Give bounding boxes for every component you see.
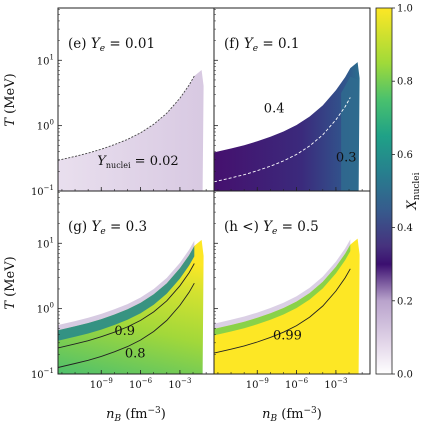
panel-1-region bbox=[214, 62, 360, 191]
y-tick-label: 100 bbox=[37, 119, 54, 133]
colorbar-label: Xnuclei bbox=[405, 172, 422, 210]
colorbar-tick-label: 1.0 bbox=[397, 4, 413, 15]
panel-1-label: (f) Ye = 0.1 bbox=[224, 36, 299, 54]
panel-1-contour-1 bbox=[214, 97, 351, 183]
panel-3-label: (h <) Ye = 0.5 bbox=[224, 219, 319, 237]
y-tick-label: 100 bbox=[37, 302, 54, 316]
panel-3-frame bbox=[213, 190, 371, 375]
y-axis-label-top: T (MeV) bbox=[3, 73, 18, 126]
y-tick-label: 10−1 bbox=[31, 184, 54, 198]
x-tick-label: 10−6 bbox=[129, 377, 153, 391]
x-tick-label: 10−3 bbox=[168, 377, 191, 391]
panel-3: 0.99 bbox=[214, 238, 360, 374]
panel-2: 0.9 0.8 bbox=[58, 239, 204, 374]
colorbar-label-sub: nuclei bbox=[412, 172, 422, 200]
x-tick-label: 10−6 bbox=[285, 377, 309, 391]
panel-1: 0.4 0.3 bbox=[214, 62, 360, 191]
colorbar-tick-label: 0.0 bbox=[397, 370, 413, 381]
y-tick-label: 101 bbox=[37, 236, 54, 250]
panel-3-contour-label-0: 0.99 bbox=[273, 328, 302, 343]
panel-0-label: (e) Ye = 0.01 bbox=[68, 36, 155, 54]
colorbar-tick-label: 0.4 bbox=[397, 223, 413, 234]
colorbar-gradient bbox=[375, 7, 393, 375]
y-axis-label-bottom: T (MeV) bbox=[3, 256, 18, 309]
panel-2-contour-0 bbox=[58, 263, 195, 349]
panel-3-contour-0 bbox=[214, 268, 351, 354]
x-tick-label: 10−3 bbox=[324, 377, 347, 391]
panel-0-contour-0 bbox=[58, 75, 195, 161]
panel-2-contour-label-0: 0.9 bbox=[114, 324, 135, 339]
panel-0: Ynuclei = 0.02 bbox=[58, 70, 204, 191]
panel-2-label: (g) Ye = 0.3 bbox=[68, 219, 147, 237]
x-tick-label: 10−9 bbox=[246, 377, 269, 391]
panel-3-region bbox=[214, 238, 360, 374]
x-axis-label-right: nB (fm−3) bbox=[262, 406, 322, 424]
colorbar: 0.0 0.2 0.4 0.6 0.8 1.0 Xnuclei bbox=[375, 4, 422, 381]
panel-2-fringe bbox=[58, 245, 195, 341]
x-axis-label-left: nB (fm−3) bbox=[106, 406, 166, 424]
panel-1-contour-label-0: 0.4 bbox=[264, 102, 285, 117]
y-tick-label: 101 bbox=[37, 53, 54, 67]
panel-2-contour-1 bbox=[58, 282, 195, 368]
panel-1-band bbox=[341, 76, 359, 191]
panel-1-contour-label-1: 0.3 bbox=[336, 151, 357, 166]
colorbar-tick-label: 0.8 bbox=[397, 77, 413, 88]
panel-2-contour-label-1: 0.8 bbox=[125, 347, 146, 362]
x-tick-label: 10−9 bbox=[90, 377, 113, 391]
colorbar-tick-label: 0.2 bbox=[397, 296, 413, 307]
y-tick-label: 10−1 bbox=[31, 367, 54, 381]
panel-0-region bbox=[58, 70, 204, 191]
colorbar-label-main: X bbox=[405, 199, 420, 210]
panel-3-fringe bbox=[214, 244, 351, 336]
panel-2-region bbox=[58, 239, 204, 374]
panel-0-contour-label-0: Ynuclei = 0.02 bbox=[97, 154, 178, 170]
colorbar-tick-label: 0.6 bbox=[397, 150, 413, 161]
panel-1-contour-0 bbox=[214, 63, 351, 149]
